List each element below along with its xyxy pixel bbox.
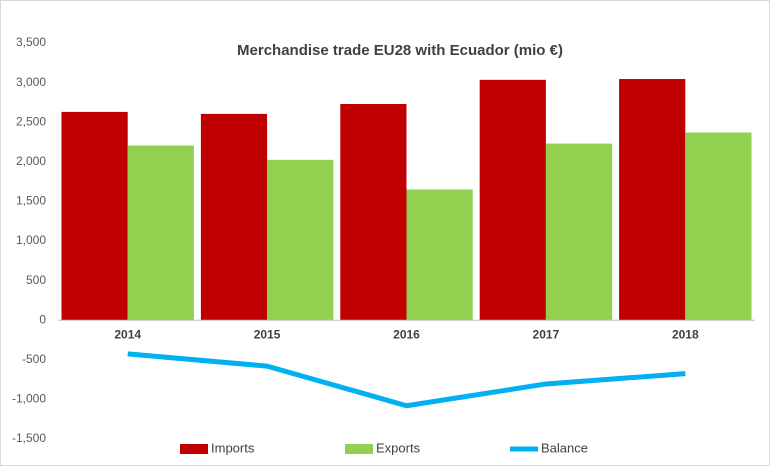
bar — [61, 111, 128, 321]
y-tick-label: -500 — [22, 352, 46, 366]
bar — [127, 145, 194, 321]
bar — [406, 189, 473, 321]
x-tick-label: 2014 — [114, 327, 141, 341]
bar — [685, 132, 752, 321]
y-tick-label: 500 — [26, 273, 46, 287]
bar — [545, 143, 613, 321]
legend-label: Imports — [211, 440, 255, 455]
legend-swatch — [345, 444, 373, 454]
y-tick-label: 3,000 — [16, 75, 46, 89]
bar — [340, 103, 407, 321]
legend-label: Balance — [541, 440, 588, 455]
x-tick-label: 2017 — [533, 327, 560, 341]
y-tick-label: -1,500 — [12, 431, 46, 445]
x-tick-label: 2015 — [254, 327, 281, 341]
legend-swatch — [180, 444, 208, 454]
bar — [267, 159, 334, 321]
y-tick-label: -1,000 — [12, 392, 46, 406]
y-tick-label: 1,000 — [16, 233, 46, 247]
bar — [200, 113, 268, 321]
chart-title: Merchandise trade EU28 with Ecuador (mio… — [237, 42, 563, 59]
y-tick-label: 0 — [39, 312, 46, 326]
y-tick-label: 2,000 — [16, 154, 46, 168]
x-tick-label: 2016 — [393, 327, 420, 341]
line — [127, 351, 686, 409]
legend-label: Exports — [376, 440, 421, 455]
y-tick-label: 3,500 — [16, 35, 46, 49]
y-tick-label: 2,500 — [16, 114, 46, 128]
y-tick-label: 1,500 — [16, 194, 46, 208]
bar — [479, 79, 546, 321]
x-tick-label: 2018 — [672, 327, 699, 341]
bar — [619, 79, 686, 321]
